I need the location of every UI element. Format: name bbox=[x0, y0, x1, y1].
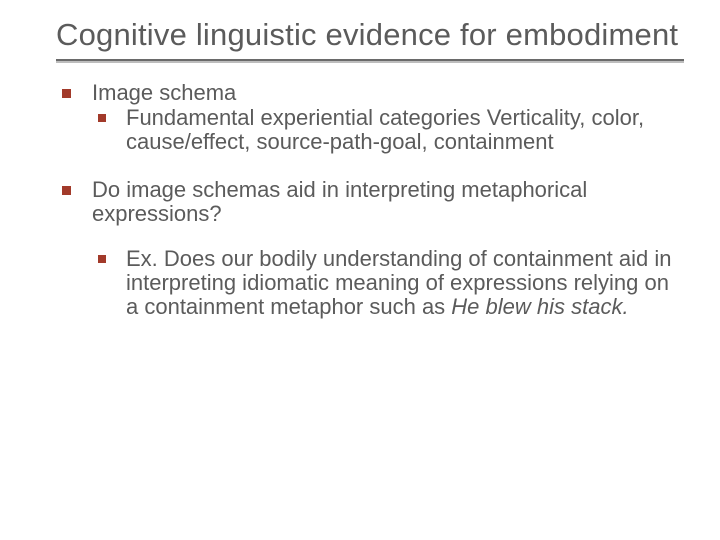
bullet-text-italic: He blew his stack. bbox=[451, 294, 628, 319]
list-item: Fundamental experiential categories Vert… bbox=[98, 106, 684, 154]
bullet-text: Do image schemas aid in interpreting met… bbox=[92, 177, 587, 226]
bullet-list-level-2: Ex. Does our bodily understanding of con… bbox=[92, 247, 684, 318]
slide: Cognitive linguistic evidence for embodi… bbox=[0, 0, 720, 540]
slide-body: Image schema Fundamental experiential ca… bbox=[56, 81, 684, 319]
list-item: Image schema Fundamental experiential ca… bbox=[62, 81, 684, 154]
list-item: Do image schemas aid in interpreting met… bbox=[62, 178, 684, 319]
bullet-text: Fundamental experiential categories Vert… bbox=[126, 105, 644, 154]
bullet-list-level-2: Fundamental experiential categories Vert… bbox=[92, 106, 684, 154]
list-item: Ex. Does our bodily understanding of con… bbox=[98, 247, 684, 318]
bullet-list-level-1: Image schema Fundamental experiential ca… bbox=[56, 81, 684, 319]
bullet-text: Image schema bbox=[92, 80, 236, 105]
title-underline bbox=[56, 59, 684, 63]
slide-title: Cognitive linguistic evidence for embodi… bbox=[56, 18, 684, 53]
